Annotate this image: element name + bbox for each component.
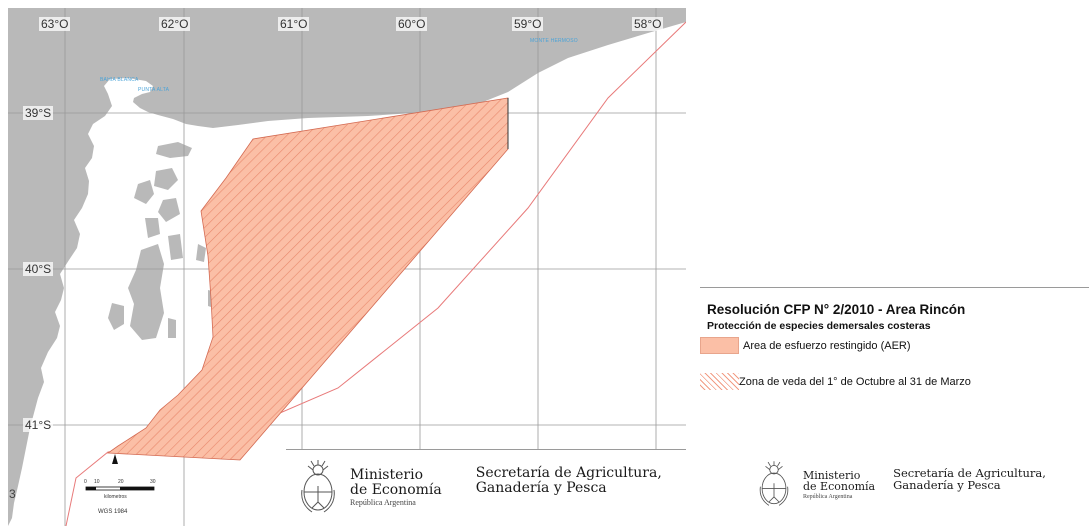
legend-subtitle: Protección de especies demersales coster… [707,320,931,332]
scale-tick-label: 0 [84,479,87,485]
latitude-label: 40°S [23,262,54,276]
national-coat-of-arms-icon [301,460,335,513]
place-label: PUNTA ALTA [138,87,170,93]
secretaria-line-1: Secretaría de Agricultura, [475,465,662,482]
crs-label: WGS 1984 [98,509,128,515]
longitude-label: 61°O [278,17,310,31]
national-coat-of-arms-icon [759,461,789,506]
scale-bar: 0 10 20 30 kilometros WGS 1984 [84,479,164,515]
longitude-label: 59°O [512,17,544,31]
longitude-label: 60°O [396,17,428,31]
secretaria-line-1: Secretaría de Agricultura, [893,465,1046,480]
island [156,142,192,158]
longitude-label: 62°O [159,17,191,31]
place-label: MONTE HERMOSO [530,38,578,44]
legend-swatch-hatch [700,373,739,390]
island [168,318,176,338]
country-name: República Argentina [350,498,416,508]
secretaria-line-2: Ganadería y Pesca [893,478,1001,492]
place-label: BAHIA BLANCA [100,77,139,83]
scale-tick-label: 20 [118,479,124,485]
legend-swatch-solid [700,337,739,354]
legend-item-label: Zona de veda del 1° de Octubre al 31 de … [739,375,971,388]
legend-item-label: Area de esfuerzo restingido (AER) [743,339,911,352]
longitude-label: 58°O [632,17,664,31]
scale-tick-label: 30 [150,479,156,485]
legend-item-veda: Zona de veda del 1° de Octubre al 31 de … [700,373,971,390]
ministry-logo-bar-secondary: Ministerio de Economía República Argenti… [745,445,1089,525]
ministry-name: Ministerio de Economía República Argenti… [350,468,442,508]
island [128,244,164,340]
latitude-label: 39°S [23,106,54,120]
north-arrow-icon [112,454,118,464]
island [145,218,160,238]
scale-bar-graphic [85,486,155,491]
island [134,180,154,204]
mainland-land [8,8,686,526]
country-name: República Argentina [803,493,853,500]
longitude-label: 63°O [39,17,71,31]
island [154,168,178,190]
page-number: 3 [9,487,16,501]
map-canvas [8,8,686,526]
maritime-boundary [65,21,686,526]
legend-divider [700,287,1089,288]
island [168,234,183,260]
scale-unit-label: kilometros [104,494,127,500]
map: 63°O 62°O 61°O 60°O 59°O 58°O 39°S 40°S … [8,8,686,526]
legend-item-aer: Area de esfuerzo restingido (AER) [700,337,911,354]
ministry-name: Ministerio de Economía República Argenti… [803,470,875,500]
island [108,303,124,330]
island [196,244,206,262]
ministry-line-1: Ministerio [350,467,424,484]
ministry-line-2: de Economía [803,480,876,494]
latitude-label: 41°S [23,418,54,432]
secretaria-name: Secretaría de Agricultura, Ganadería y P… [476,466,662,495]
ministry-line-2: de Economía [350,481,442,498]
secretaria-line-2: Ganadería y Pesca [475,480,607,496]
secretaria-name: Secretaría de Agricultura, Ganadería y P… [893,467,1046,491]
ministry-logo-bar: Ministerio de Economía República Argenti… [286,449,686,526]
island [158,198,180,222]
ministry-line-1: Ministerio [803,468,861,482]
scale-tick-label: 10 [94,479,100,485]
legend-title: Resolución CFP N° 2/2010 - Area Rincón [707,302,966,317]
